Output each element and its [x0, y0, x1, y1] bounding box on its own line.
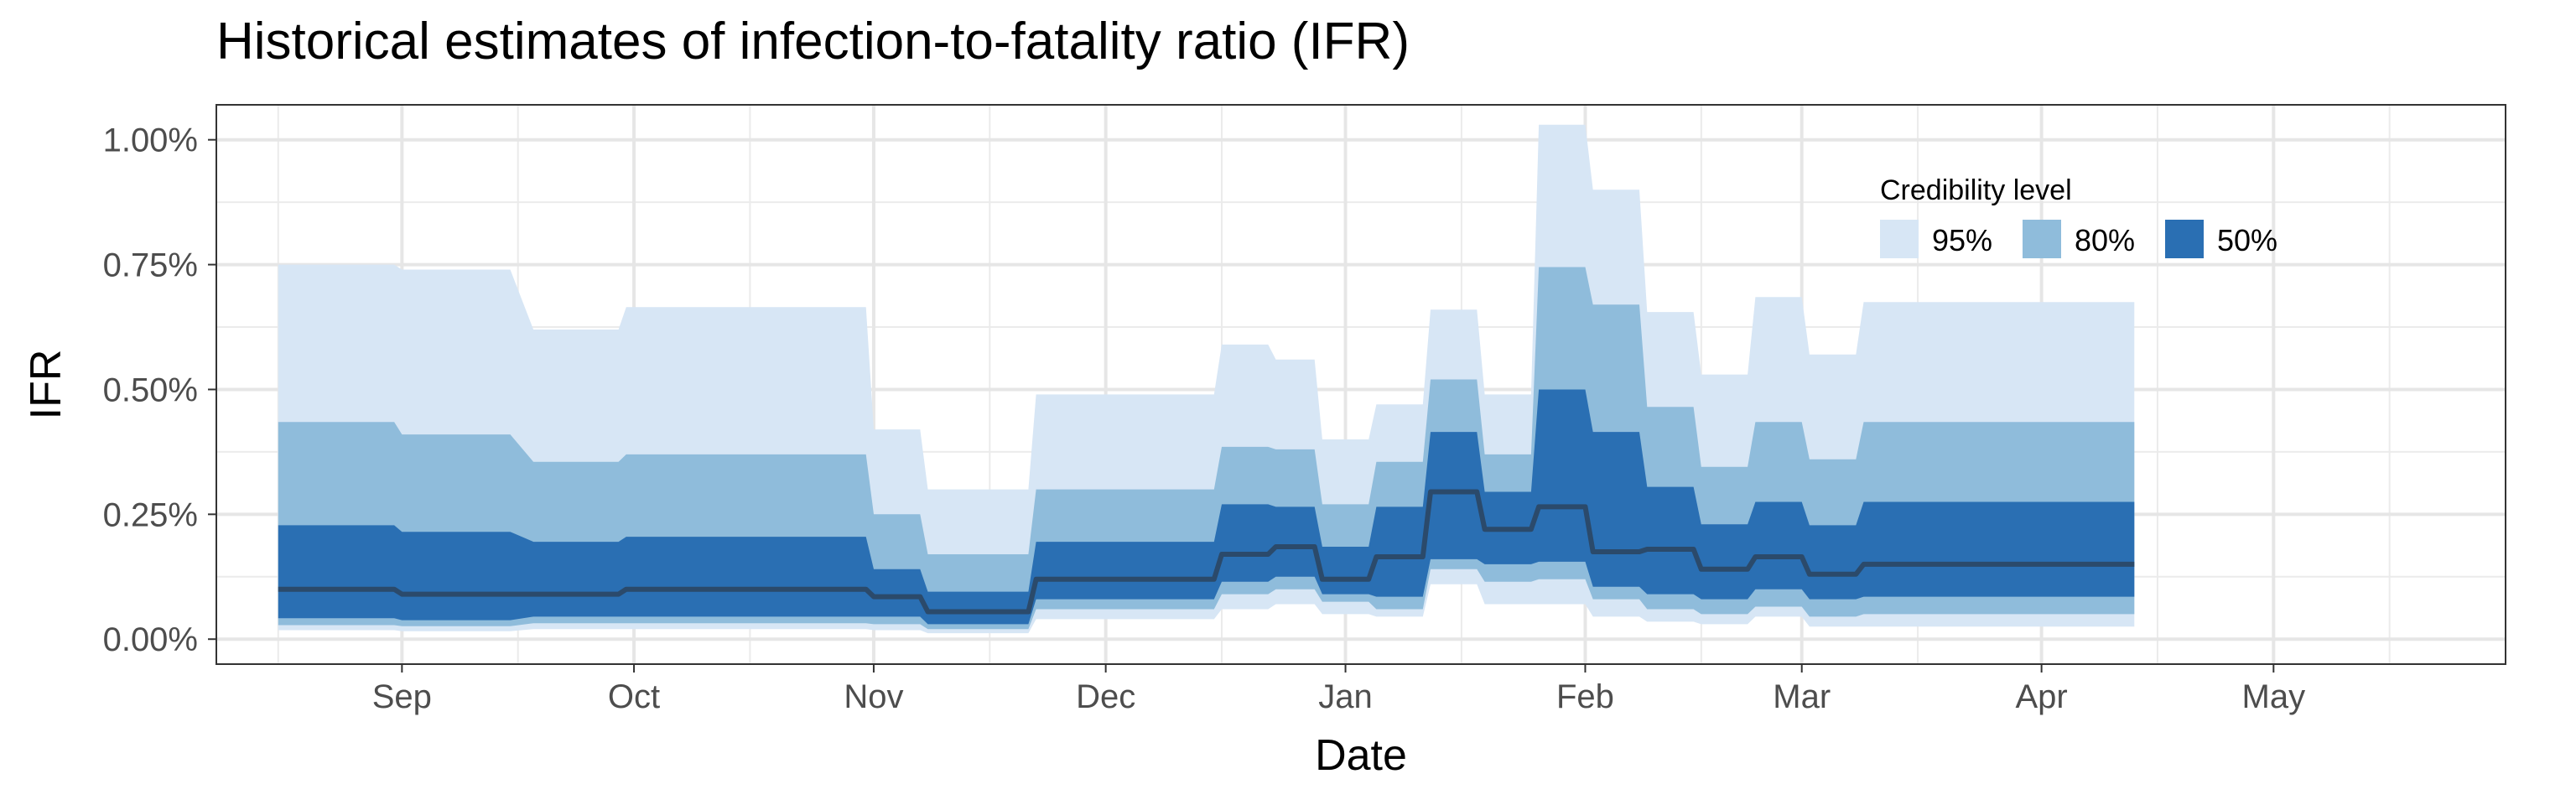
plot-panel-border: [216, 104, 2506, 665]
median-line: [278, 489, 2135, 615]
x-tick-label: Mar: [1773, 678, 1831, 715]
x-tick-label: Dec: [1076, 678, 1135, 715]
credibility-bands: [278, 124, 2135, 634]
x-tick-label: May: [2242, 678, 2306, 715]
legend-swatch: [2023, 220, 2061, 258]
x-tick-label: Sep: [372, 678, 432, 715]
x-tick-label: Oct: [608, 678, 660, 715]
y-tick-label: 1.00%: [103, 122, 198, 159]
y-axis-ticks: 0.00% 0.25% 0.50% 0.75% 1.00%: [103, 122, 216, 658]
legend-swatch: [1880, 220, 1919, 258]
band-50pct: [278, 389, 2135, 625]
median-line-group: [278, 489, 2135, 615]
legend-swatch: [2165, 220, 2204, 258]
y-tick-label: 0.00%: [103, 621, 198, 658]
legend-label: 95%: [1932, 223, 1992, 257]
legend: Credibility level 95% 80% 50%: [1880, 174, 2277, 258]
chart-title: Historical estimates of infection-to-fat…: [216, 13, 1410, 70]
y-tick-label: 0.75%: [103, 247, 198, 284]
legend-entries: 95% 80% 50%: [1880, 220, 2277, 258]
x-axis-title: Date: [1315, 731, 1407, 780]
y-tick-label: 0.25%: [103, 496, 198, 533]
x-axis-ticks: Sep Oct Nov Dec Jan Feb Mar Apr May: [372, 664, 2305, 715]
legend-title: Credibility level: [1880, 174, 2072, 206]
x-tick-label: Nov: [844, 678, 903, 715]
x-tick-label: Feb: [1556, 678, 1614, 715]
legend-label: 50%: [2217, 223, 2277, 257]
y-axis-title: IFR: [22, 350, 70, 420]
x-tick-label: Jan: [1318, 678, 1373, 715]
legend-label: 80%: [2075, 223, 2135, 257]
y-tick-label: 0.50%: [103, 371, 198, 408]
x-tick-label: Apr: [2015, 678, 2067, 715]
